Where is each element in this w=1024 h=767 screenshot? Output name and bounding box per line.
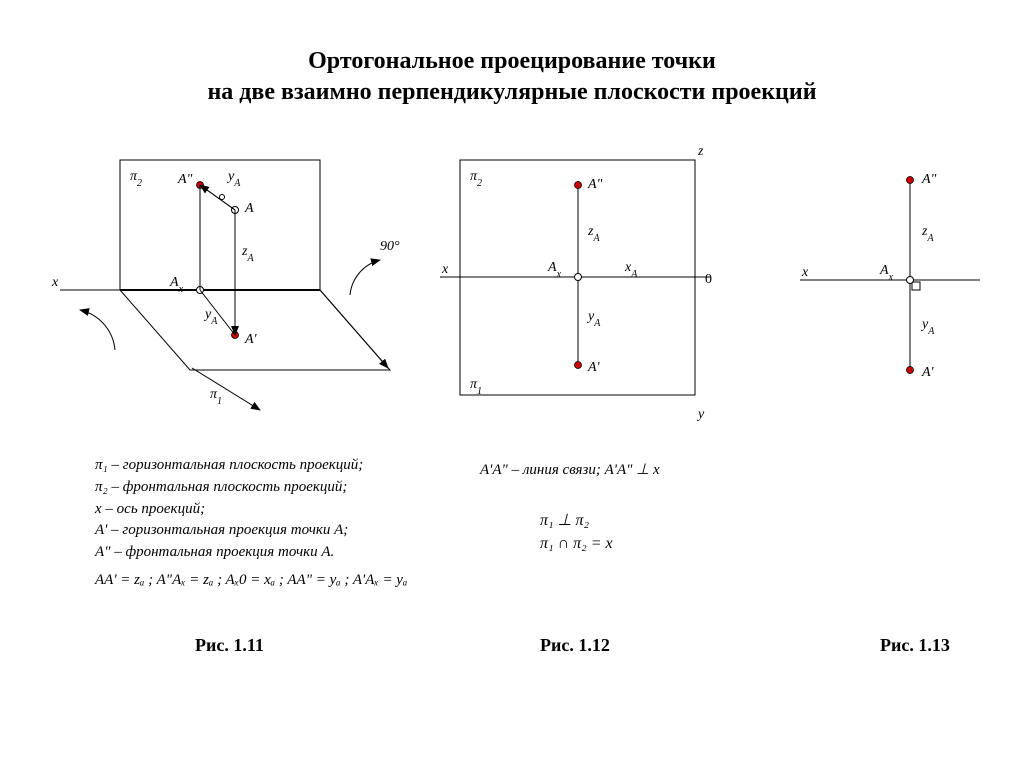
- caption-112: Рис. 1.12: [540, 635, 610, 656]
- page-title: Ортогональное проецирование точки на две…: [0, 0, 1024, 106]
- page-root: Ортогональное проецирование точки на две…: [0, 0, 1024, 767]
- legend-l2: π₂ – фронтальная плоскость проекций;: [95, 477, 407, 499]
- lbl113-zA: zA: [921, 224, 934, 244]
- figure-1-12: π2 π1 x z y 0 A" A' Ax xA zA yA: [430, 140, 740, 430]
- lbl112-pi2: π2: [470, 169, 482, 189]
- lbl113-x: x: [801, 265, 809, 280]
- lbl-A1: A': [244, 332, 258, 347]
- lbl113-A1: A': [921, 365, 935, 380]
- lbl112-y: y: [696, 407, 705, 422]
- lbl112-z: z: [697, 144, 704, 159]
- legend-left: π₁ – горизонтальная плоскость проекций; …: [95, 455, 407, 592]
- figure-1-11: π2 π1 x A" A A' Ax yA yA zA 90°: [50, 150, 430, 430]
- caption-113: Рис. 1.13: [880, 635, 950, 656]
- legend-center-m1: π₁ ⊥ π₂: [540, 510, 589, 530]
- lbl112-zA: zA: [587, 224, 600, 244]
- lbl-x: x: [51, 275, 59, 290]
- lbl112-A1: A': [587, 360, 601, 375]
- legend-l6: AA' = zₐ ; A"Aₓ = zₐ ; Aₓ0 = xₐ ; AA" = …: [95, 570, 407, 592]
- lbl-pi2: π2: [130, 169, 142, 189]
- lbl-pi1: π1: [210, 387, 222, 407]
- lbl-A2: A": [177, 172, 193, 187]
- lbl-zA: zA: [241, 244, 254, 264]
- legend-l4: A' – горизонтальная проекция точки A;: [95, 520, 407, 542]
- title-line1: Ортогональное проецирование точки: [0, 48, 1024, 75]
- lbl113-A2: A": [921, 172, 937, 187]
- legend-center-m2: π₁ ∩ π₂ = x: [540, 535, 613, 553]
- caption-111: Рис. 1.11: [195, 635, 264, 656]
- legend-l5: A" – фронтальная проекция точки A.: [95, 542, 407, 564]
- legend-l1: π₁ – горизонтальная плоскость проекций;: [95, 455, 407, 477]
- legend-center-line1: A'A" – линия связи; A'A" ⊥ x: [480, 460, 660, 479]
- lbl112-x: x: [441, 262, 449, 277]
- lbl112-yA: yA: [586, 309, 601, 329]
- legend-l3: x – ось проекций;: [95, 499, 407, 521]
- figure-1-13: x A" A' Ax zA yA: [790, 150, 1000, 400]
- lbl-A: A: [244, 201, 254, 216]
- lbl-Ax: Ax: [169, 275, 184, 295]
- title-line2: на две взаимно перпендикулярные плоскост…: [0, 79, 1024, 106]
- lbl112-O: 0: [705, 272, 712, 287]
- lbl112-pi1: π1: [470, 377, 482, 397]
- lbl-yA-top: yA: [226, 169, 241, 189]
- lbl112-A2: A": [587, 177, 603, 192]
- lbl113-yA: yA: [920, 317, 935, 337]
- lbl-90: 90°: [380, 239, 400, 254]
